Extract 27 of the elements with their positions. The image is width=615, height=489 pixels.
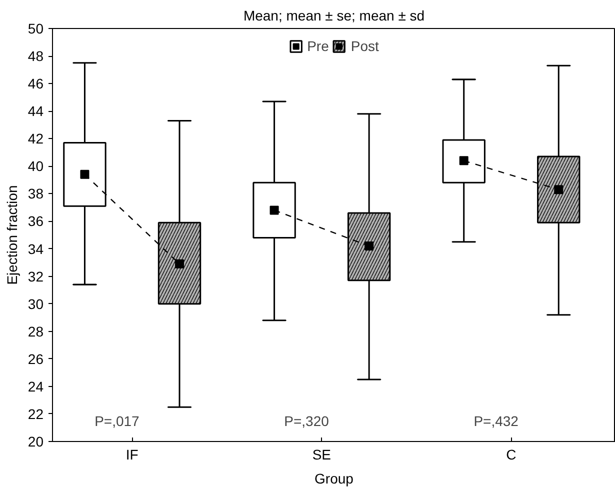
y-tick-label: 30 [28,296,44,312]
y-tick-label: 32 [28,268,44,284]
y-axis-title: Ejection fraction [4,185,20,285]
y-tick-label: 40 [28,158,44,174]
y-tick-label: 36 [28,213,44,230]
y-tick-label: 20 [28,434,44,450]
chart-title: Mean; mean ± se; mean ± sd [243,8,425,24]
x-axis-title: Group [314,470,354,486]
y-tick-label: 42 [28,130,44,147]
y-tick-label: 26 [28,350,44,367]
y-tick-label: 38 [28,186,44,202]
y-tick-label: 24 [28,378,44,394]
y-tick-label: 44 [28,103,44,120]
x-tick-label: SE [312,446,332,462]
x-tick-label: C [506,446,516,462]
y-tick-label: 46 [28,76,44,92]
y-tick-label: 28 [28,323,44,340]
x-tick-label: IF [126,446,138,462]
annotation: P=,432 [474,412,519,429]
y-tick-label: 34 [28,240,44,257]
annotation: P=,320 [284,412,330,429]
y-tick-label: 48 [28,48,44,64]
legend-label: Pre [307,38,329,54]
annotation: P=,017 [94,412,140,429]
y-tick-label: 22 [28,406,44,422]
legend-label: Post [350,38,379,54]
y-tick-label: 50 [28,20,44,36]
